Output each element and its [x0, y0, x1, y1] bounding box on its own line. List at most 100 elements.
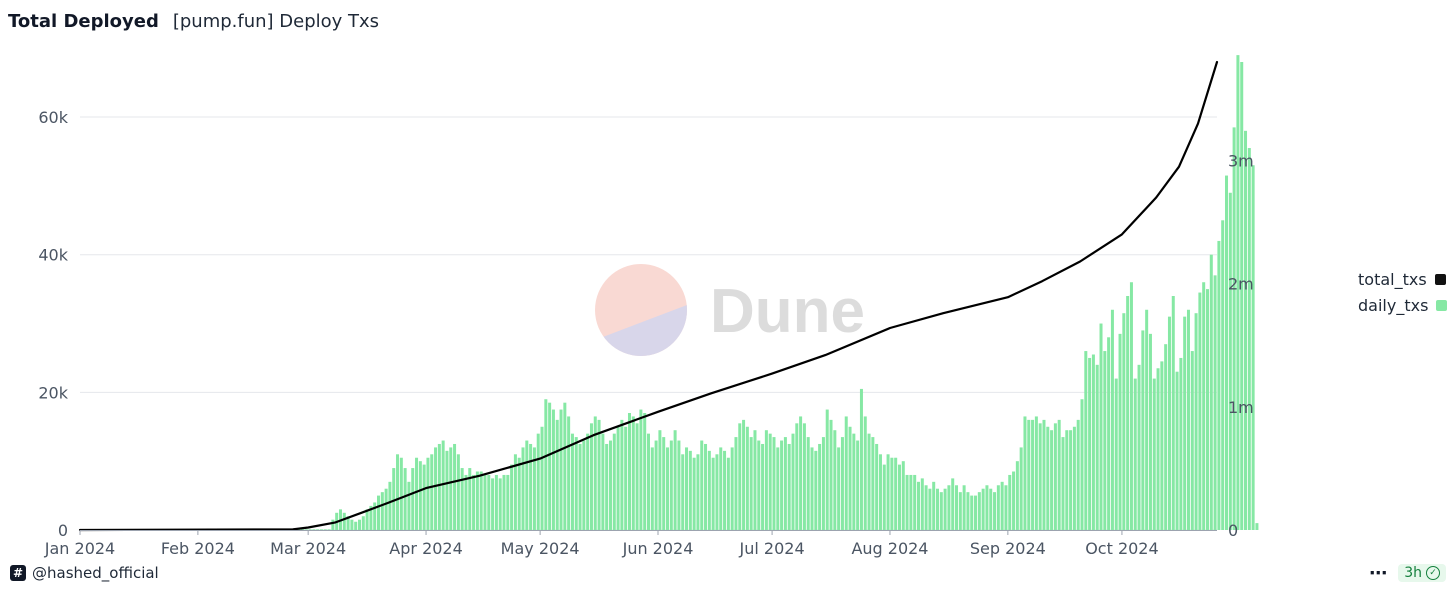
freshness-badge[interactable]: 3h ✓: [1398, 564, 1446, 582]
daily-bar: [1050, 430, 1054, 530]
daily-bar: [551, 409, 555, 530]
query-name[interactable]: [pump.fun] Deploy Txs: [172, 10, 380, 32]
more-icon[interactable]: ⋯: [1369, 562, 1389, 584]
legend-item-total[interactable]: total_txs: [1358, 266, 1447, 292]
daily-bar: [422, 464, 426, 530]
y-right-tick-label: 0: [1228, 521, 1238, 540]
daily-bar: [878, 454, 882, 530]
daily-bar: [1236, 55, 1240, 530]
daily-bar: [1164, 344, 1168, 530]
daily-bar: [1255, 523, 1259, 530]
daily-bar: [939, 492, 943, 530]
daily-bar: [1247, 148, 1251, 530]
daily-bar: [1053, 423, 1057, 530]
freshness-label: 3h: [1404, 565, 1422, 581]
daily-bar: [928, 488, 932, 530]
daily-bar: [867, 433, 871, 530]
daily-bar: [525, 440, 529, 530]
daily-bar: [1122, 313, 1126, 530]
daily-bar: [955, 485, 959, 530]
daily-bar: [407, 481, 411, 530]
daily-bar: [331, 519, 335, 530]
daily-bar: [916, 481, 920, 530]
daily-bar: [757, 440, 761, 530]
daily-bar: [768, 433, 772, 530]
daily-bar: [886, 454, 890, 530]
daily-bar: [901, 461, 905, 530]
daily-bar: [418, 461, 422, 530]
daily-bar: [897, 464, 901, 530]
daily-bar: [300, 529, 304, 530]
daily-bar: [924, 485, 928, 530]
daily-bar: [1084, 351, 1088, 530]
daily-bar: [662, 437, 666, 530]
daily-bar: [1004, 485, 1008, 530]
footer-author: # @hashed_official: [10, 562, 159, 584]
daily-bar: [430, 454, 434, 530]
daily-bar: [1019, 447, 1023, 530]
daily-bar: [1061, 437, 1065, 530]
daily-bar: [1072, 426, 1076, 530]
daily-bar: [1186, 309, 1190, 530]
daily-bar: [597, 419, 601, 530]
daily-bar: [1076, 419, 1080, 530]
daily-bar: [483, 474, 487, 530]
daily-bar: [1217, 240, 1221, 531]
daily-bar: [688, 450, 692, 530]
daily-bar: [704, 443, 708, 530]
daily-bar: [772, 437, 776, 530]
daily-bar: [601, 433, 605, 530]
x-tick-label: Oct 2024: [1085, 539, 1158, 558]
daily-bar: [996, 485, 1000, 530]
daily-bar: [707, 450, 711, 530]
daily-bar: [825, 409, 829, 530]
daily-bar: [932, 481, 936, 530]
x-tick-label: May 2024: [501, 539, 580, 558]
x-tick-label: Apr 2024: [389, 539, 462, 558]
daily-bar: [631, 416, 635, 530]
daily-bar: [726, 457, 730, 530]
daily-bar: [426, 457, 430, 530]
daily-bar: [658, 430, 662, 530]
daily-bar: [536, 433, 540, 530]
daily-bar: [323, 529, 327, 530]
daily-bar: [977, 492, 981, 530]
daily-bar: [559, 409, 563, 530]
daily-bar: [384, 488, 388, 530]
daily-bar: [791, 433, 795, 530]
total-line-group: [78, 60, 1219, 532]
daily-bar: [863, 416, 867, 530]
legend-item-daily[interactable]: daily_txs: [1358, 292, 1448, 318]
daily-bar: [639, 409, 643, 530]
author-handle[interactable]: @hashed_official: [32, 564, 159, 582]
daily-bar: [567, 416, 571, 530]
daily-bar: [342, 512, 346, 530]
daily-bar: [711, 457, 715, 530]
daily-bar: [943, 488, 947, 530]
check-circle-icon: ✓: [1426, 566, 1440, 580]
daily-bar: [814, 450, 818, 530]
daily-bar: [951, 478, 955, 530]
daily-bar: [806, 437, 810, 530]
daily-bar: [764, 430, 768, 530]
daily-bar: [723, 450, 727, 530]
y-left-tick-label: 60k: [38, 108, 68, 127]
daily-bar: [327, 529, 331, 530]
daily-bar: [1205, 289, 1209, 530]
legend-swatch: [1434, 273, 1446, 285]
daily-bar: [403, 468, 407, 530]
daily-bar: [1171, 296, 1175, 530]
daily-bar: [1179, 357, 1183, 530]
daily-bar: [871, 437, 875, 530]
daily-bar: [1099, 323, 1103, 530]
daily-bar: [308, 529, 312, 530]
daily-bar: [415, 457, 419, 530]
daily-bar: [1251, 165, 1255, 530]
x-tick-label: Mar 2024: [270, 539, 346, 558]
footer-actions: ⋯ 3h ✓: [1369, 562, 1446, 584]
daily-bar: [548, 402, 552, 530]
daily-bar: [818, 443, 822, 530]
daily-bar: [669, 440, 673, 530]
daily-bar: [312, 529, 316, 530]
